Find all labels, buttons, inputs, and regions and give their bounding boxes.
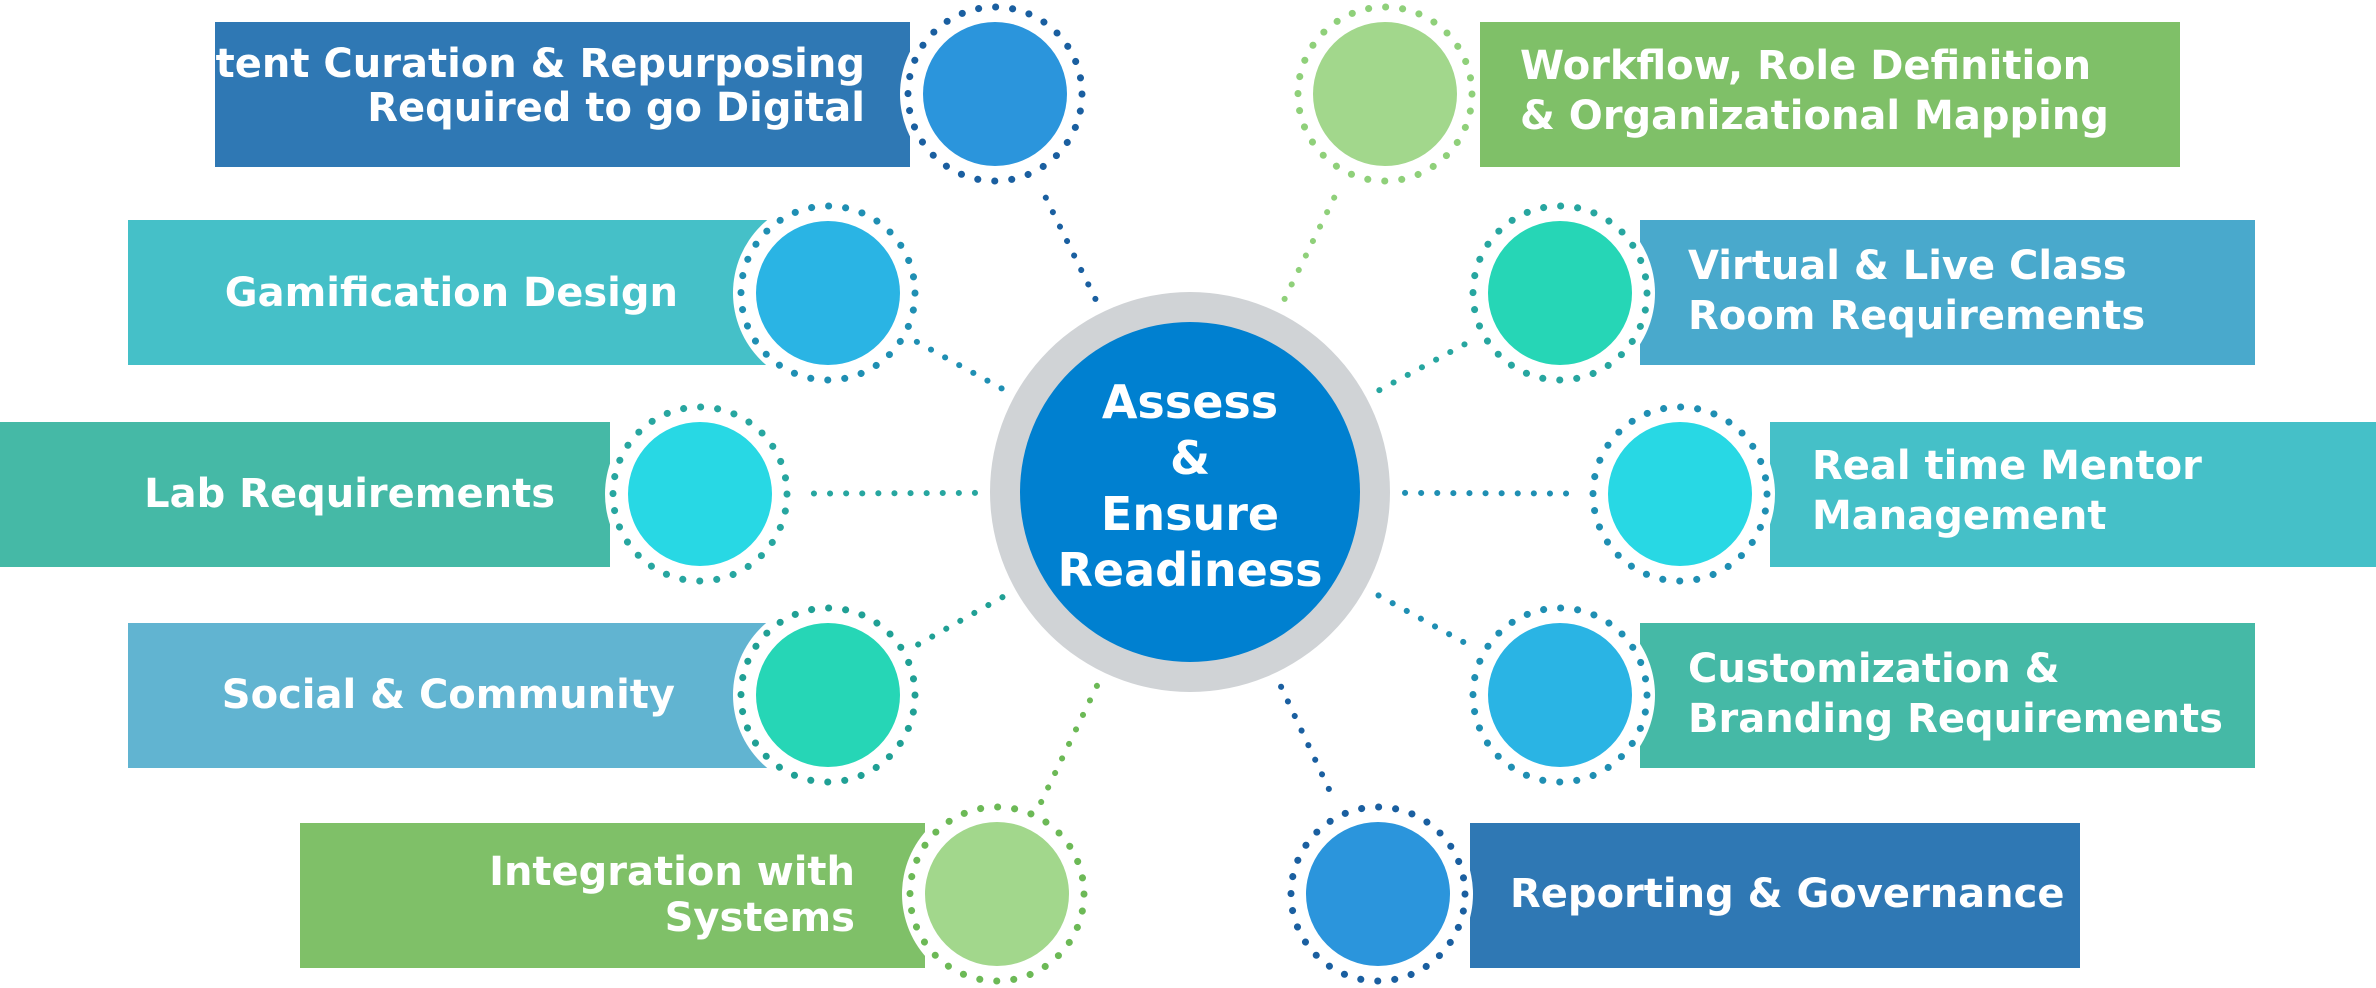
- label-bar-reporting-governance: [1470, 823, 2080, 968]
- connector-line-workflow-role: [1281, 180, 1345, 302]
- label-bar-virtual-live-class: [1640, 220, 2255, 365]
- label-bar-integration-systems: [300, 823, 925, 968]
- center-title-line-2: &: [1170, 431, 1210, 485]
- connector-line-integration-systems: [1037, 682, 1100, 807]
- label-bar-content-curation: [215, 22, 910, 167]
- dotted-ring: [609, 403, 791, 585]
- node-label-customization-branding-line-1: Customization &: [1688, 646, 2060, 692]
- node-label-integration-systems-line-1: Integration with: [489, 849, 855, 895]
- node-label-gamification-design: Gamification Design: [225, 270, 678, 316]
- connector-line-real-time-mentor: [1401, 489, 1584, 497]
- node-label-content-curation-line-1: Content Curation & Repurposing: [130, 41, 865, 87]
- node-dot: [628, 422, 772, 566]
- node-reporting-governance: Reporting & Governance: [1283, 799, 2080, 988]
- node-dot: [1488, 623, 1632, 767]
- connector-line-social-community: [912, 594, 1006, 650]
- node-customization-branding: Customization &Branding Requirements: [1465, 600, 2255, 790]
- center-title-line-4: Readiness: [1057, 543, 1322, 597]
- node-label-social-community: Social & Community: [222, 672, 675, 718]
- connector-line-virtual-live-class: [1376, 337, 1475, 394]
- node-label-workflow-role-line-1: Workflow, Role Definition: [1520, 43, 2091, 89]
- node-label-virtual-live-class-line-1: Virtual & Live Class: [1688, 243, 2127, 289]
- node-gamification-design: Gamification Design: [128, 198, 923, 388]
- node-dot: [923, 22, 1067, 166]
- node-social-community: Social & Community: [128, 600, 923, 790]
- label-bar-social-community: [128, 623, 768, 768]
- label-bar-workflow-role: [1480, 22, 2180, 167]
- node-label-integration-systems-line-2: Systems: [665, 895, 855, 941]
- dotted-ring: [737, 604, 919, 786]
- node-label-customization-branding-line-2: Branding Requirements: [1688, 696, 2223, 742]
- connector-line-gamification-design: [912, 338, 1005, 392]
- connector-line-lab-requirements: [796, 489, 979, 497]
- label-bar-lab-requirements: [0, 422, 610, 567]
- label-bar-gamification-design: [128, 220, 768, 365]
- label-bar-real-time-mentor: [1770, 422, 2376, 567]
- node-label-virtual-live-class-line-2: Room Requirements: [1688, 293, 2145, 339]
- node-dot: [1306, 822, 1450, 966]
- dotted-ring: [1287, 803, 1469, 985]
- connector-line-customization-branding: [1375, 592, 1476, 650]
- center-circle: [1020, 322, 1360, 662]
- center-title-line-3: Ensure: [1101, 487, 1279, 541]
- dotted-ring: [1589, 403, 1771, 585]
- dotted-ring: [1469, 604, 1651, 786]
- center-title-line-1: Assess: [1102, 375, 1278, 429]
- label-bar-customization-branding: [1640, 623, 2255, 768]
- node-workflow-role: Workflow, Role Definition& Organizationa…: [1290, 0, 2180, 189]
- dotted-ring: [904, 3, 1086, 185]
- connector-line-content-curation: [1035, 180, 1099, 302]
- node-dot: [1488, 221, 1632, 365]
- node-label-workflow-role-line-2: & Organizational Mapping: [1520, 93, 2109, 139]
- dotted-ring: [906, 803, 1088, 985]
- dotted-ring: [737, 202, 919, 384]
- node-lab-requirements: Lab Requirements: [0, 399, 795, 589]
- node-label-content-curation-line-2: Required to go Digital: [367, 85, 865, 131]
- node-dot: [756, 221, 900, 365]
- node-dot: [756, 623, 900, 767]
- node-label-lab-requirements: Lab Requirements: [144, 471, 555, 517]
- node-dot: [1608, 422, 1752, 566]
- node-label-reporting-governance: Reporting & Governance: [1510, 871, 2064, 917]
- dotted-ring: [1469, 202, 1651, 384]
- connectors: [796, 180, 1584, 807]
- dotted-ring: [1294, 3, 1476, 185]
- node-label-real-time-mentor-line-1: Real time Mentor: [1812, 443, 2202, 489]
- node-dot: [1313, 22, 1457, 166]
- node-dot: [925, 822, 1069, 966]
- node-label-real-time-mentor-line-2: Management: [1812, 493, 2106, 539]
- connector-line-reporting-governance: [1278, 683, 1339, 807]
